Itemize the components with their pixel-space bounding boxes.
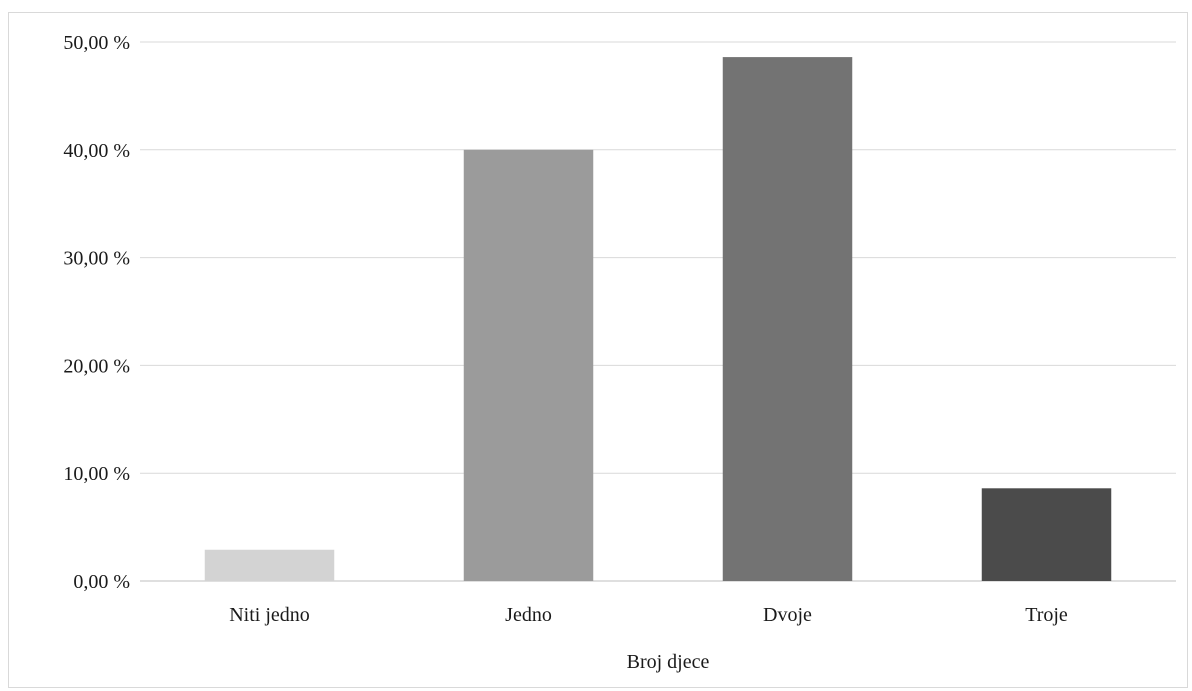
y-tick-label: 50,00 % [63,32,130,54]
y-tick-label: 20,00 % [63,355,130,377]
bar-niti-jedno [204,549,335,581]
x-tick-label: Niti jedno [229,604,310,626]
x-tick-labels: Niti jedno Jedno Dvoje Troje [229,604,1068,626]
y-tick-labels: 0,00 % 10,00 % 20,00 % 30,00 % 40,00 % 50,00 … [63,32,130,593]
x-tick-label: Jedno [505,604,552,626]
bar-jedno [463,149,594,582]
bars [204,57,1112,582]
y-tick-label: 0,00 % [73,571,130,593]
y-tick-label: 10,00 % [63,463,130,485]
x-tick-label: Troje [1025,604,1068,626]
x-tick-label: Dvoje [763,604,812,626]
y-tick-label: 30,00 % [63,248,130,270]
bar-dvoje [722,57,853,582]
x-axis-title: Broj djece [627,651,710,673]
y-tick-label: 40,00 % [63,140,130,162]
bar-troje [981,488,1112,581]
